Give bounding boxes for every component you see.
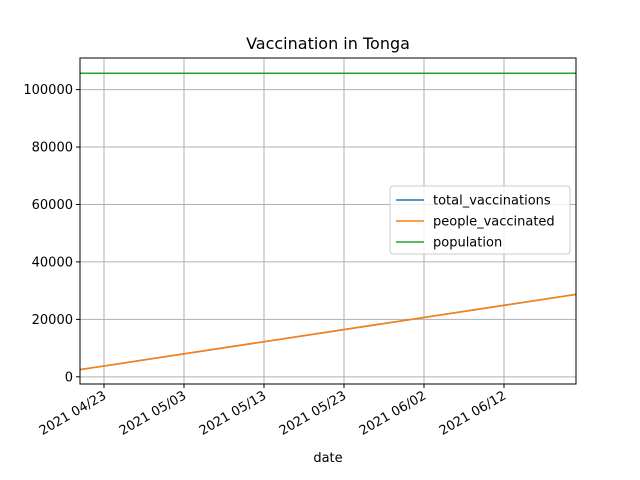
series-line-people_vaccinated <box>79 293 577 371</box>
x-axis-label: date <box>313 451 342 466</box>
legend-label-total_vaccinations: total_vaccinations <box>433 194 551 209</box>
chart-title: Vaccination in Tonga <box>246 34 410 53</box>
y-tick-label: 100000 <box>23 83 73 98</box>
legend-label-population: population <box>433 236 502 251</box>
y-axis: 0 20000 40000 60000 80000 100000 <box>23 83 80 385</box>
y-tick-label: 80000 <box>32 141 73 156</box>
y-tick-label: 40000 <box>32 255 73 270</box>
legend-box <box>389 185 571 255</box>
plot-frame <box>79 57 577 385</box>
series-lines <box>79 72 577 371</box>
y-tick-label: 60000 <box>32 198 73 213</box>
y-tick-label: 20000 <box>32 313 73 328</box>
legend: total_vaccinations people_vaccinatedpopul… <box>389 185 571 255</box>
legend-label-people_vaccinated: people_vaccinated <box>433 215 555 230</box>
y-tick-label: 0 <box>65 370 73 385</box>
